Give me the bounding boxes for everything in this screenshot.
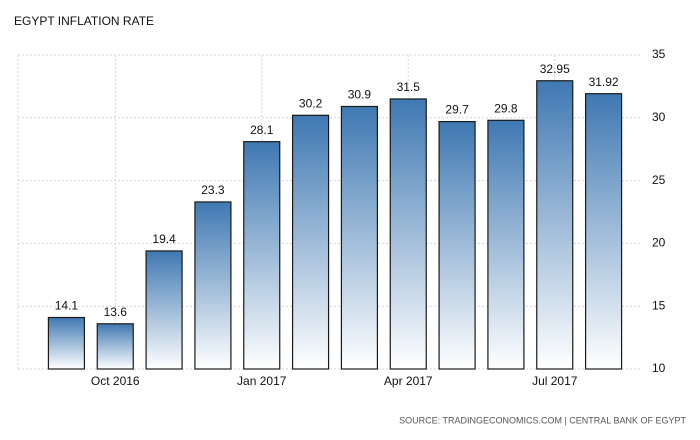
bar (438, 120, 476, 370)
data-label: 30.2 (299, 96, 323, 110)
y-tick-label: 15 (652, 298, 666, 312)
bar (96, 323, 134, 370)
data-label: 31.92 (589, 75, 619, 89)
bar (584, 93, 623, 370)
y-tick-label: 10 (652, 361, 666, 375)
data-label: 29.8 (494, 101, 518, 115)
data-label: 32.95 (540, 62, 570, 76)
bar (536, 80, 574, 370)
data-label: 14.1 (55, 299, 79, 313)
bar (291, 114, 330, 370)
y-tick-label: 25 (652, 173, 666, 187)
data-label: 23.3 (201, 183, 225, 197)
x-tick-label: Jul 2017 (532, 374, 578, 388)
y-tick-label: 35 (652, 47, 666, 61)
data-label: 30.9 (348, 88, 372, 102)
bar (145, 250, 183, 370)
bar (47, 316, 86, 370)
bar (487, 119, 525, 370)
data-label: 13.6 (104, 305, 128, 319)
data-label: 19.4 (152, 232, 176, 246)
bar (194, 201, 232, 370)
y-tick-label: 20 (652, 236, 666, 250)
bar (389, 98, 427, 370)
x-tick-label: Jan 2017 (237, 374, 287, 388)
bar (243, 141, 281, 370)
x-tick-label: Oct 2016 (91, 374, 140, 388)
chart-title: EGYPT INFLATION RATE (14, 14, 154, 28)
y-tick-label: 30 (652, 110, 666, 124)
data-label: 31.5 (397, 80, 421, 94)
data-label: 29.7 (445, 103, 469, 117)
source-note: SOURCE: TRADINGECONOMICS.COM | CENTRAL B… (399, 415, 686, 425)
bar (340, 105, 379, 370)
x-tick-label: Apr 2017 (384, 374, 433, 388)
data-label: 28.1 (250, 123, 274, 137)
